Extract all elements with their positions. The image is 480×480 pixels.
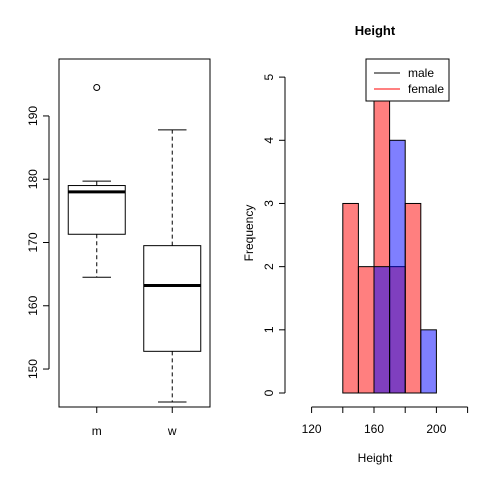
boxplot-marks [68, 84, 201, 401]
boxplot-y-tick-label: 170 [26, 232, 40, 252]
boxplot-y-tick-label: 160 [26, 295, 40, 315]
histogram-bar-male [421, 330, 437, 393]
histogram-y-tick-label: 2 [262, 263, 276, 270]
legend-label-female: female [408, 82, 444, 96]
histogram-y-tick-label: 3 [262, 200, 276, 207]
histogram-bar-male [390, 140, 406, 393]
boxplot-y-tick-label: 180 [26, 169, 40, 189]
histogram-y-tick-label: 4 [262, 137, 276, 144]
histogram-panel: Height Frequency Height 0 1 2 3 4 5 120 160 200… [242, 23, 468, 465]
histogram-legend: male female [366, 59, 449, 101]
boxplot-y-tick-label: 190 [26, 106, 40, 126]
histogram-x-axis: 120 160 200 [302, 407, 468, 436]
histogram-y-tick-label: 1 [262, 326, 276, 333]
boxplot-x-tick-label: m [92, 424, 102, 438]
histogram-bar-female [358, 267, 374, 393]
histogram-y-axis: 0 1 2 3 4 5 [262, 73, 285, 396]
box-outlier [94, 84, 100, 90]
boxplot-y-axis: 150 160 170 180 190 [26, 106, 49, 379]
histogram-bar-female [343, 203, 359, 393]
box-m [68, 84, 125, 277]
histogram-x-tick-label: 160 [364, 422, 384, 436]
histogram-x-tick-label: 120 [302, 422, 322, 436]
histogram-bars [343, 77, 437, 393]
box-iqr [144, 246, 201, 352]
boxplot-x-tick-label: w [167, 424, 177, 438]
box-w [144, 130, 201, 402]
histogram-y-tick-label: 0 [262, 389, 276, 396]
histogram-title: Height [355, 23, 396, 38]
histogram-y-tick-label: 5 [262, 73, 276, 80]
histogram-y-label: Frequency [242, 205, 256, 262]
histogram-x-tick-label: 200 [426, 422, 446, 436]
histogram-x-label: Height [358, 451, 393, 465]
histogram-bar-female [405, 203, 421, 393]
boxplot-y-tick-label: 150 [26, 359, 40, 379]
histogram-bar-male [374, 267, 390, 393]
legend-label-male: male [408, 66, 434, 80]
